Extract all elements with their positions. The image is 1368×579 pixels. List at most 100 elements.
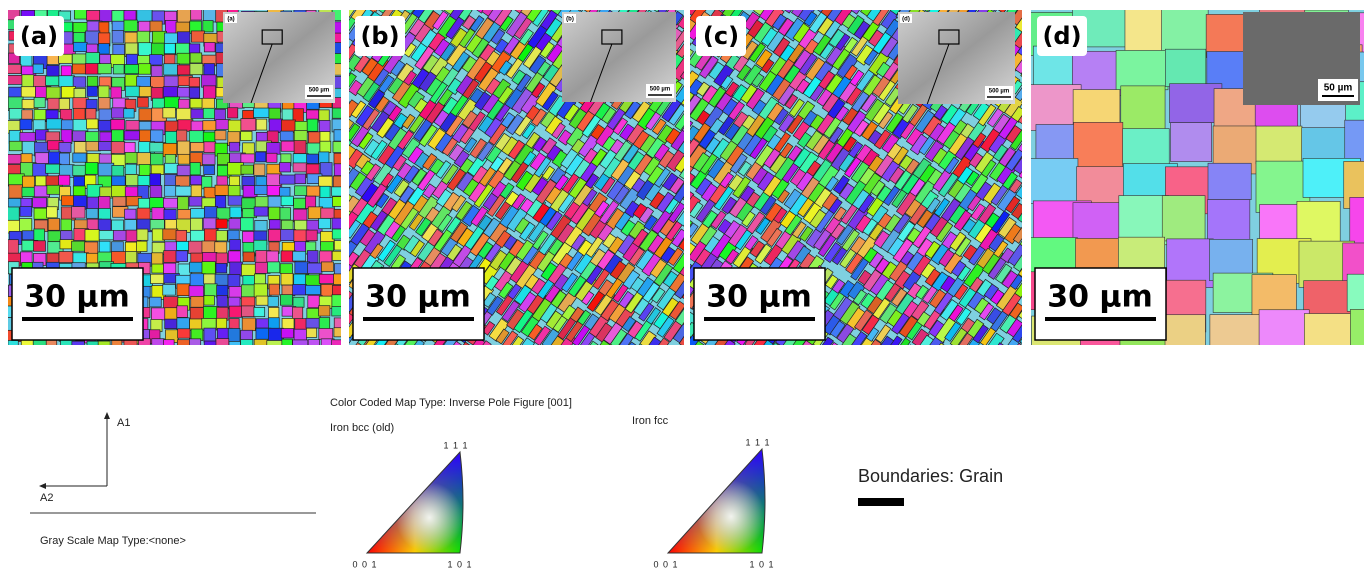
grain — [561, 0, 575, 1]
grain — [60, 339, 75, 352]
scale-label: 30 µm — [24, 280, 130, 315]
grain — [645, 354, 665, 379]
grain — [72, 64, 85, 74]
grain — [319, 306, 330, 316]
grain — [777, 348, 799, 374]
grain — [281, 329, 293, 338]
grain — [367, 360, 380, 374]
grain — [177, 241, 189, 250]
grain — [46, 87, 60, 99]
grain — [393, 441, 411, 463]
grain — [624, 371, 639, 387]
grain — [280, 131, 293, 141]
grain — [841, 0, 862, 3]
grain — [482, 409, 504, 435]
grain — [871, 0, 890, 1]
grain — [706, 0, 723, 4]
grain — [537, 542, 557, 565]
grain — [619, 342, 636, 361]
grain — [637, 380, 652, 396]
grain — [293, 297, 304, 307]
grain — [150, 186, 162, 198]
grain — [241, 131, 252, 140]
grain — [747, 380, 765, 401]
grain — [112, 339, 122, 353]
grain — [228, 196, 243, 205]
grain — [334, 241, 349, 250]
grain — [191, 209, 205, 219]
grain — [745, 0, 766, 3]
grain — [766, 465, 783, 485]
grain — [229, 306, 242, 317]
grain — [229, 341, 240, 351]
grain — [731, 445, 749, 467]
grain — [204, 142, 216, 153]
grain — [604, 452, 619, 469]
grain — [582, 379, 600, 402]
grain — [613, 0, 632, 9]
grain — [697, 395, 716, 418]
grain — [73, 165, 87, 175]
grain — [616, 435, 632, 452]
grain — [285, 369, 305, 394]
grain — [669, 370, 686, 390]
grain — [137, 229, 148, 240]
grain — [281, 120, 295, 132]
grain — [566, 519, 583, 538]
grain — [423, 370, 444, 395]
grain — [535, 524, 549, 540]
grain — [703, 345, 724, 370]
grain — [694, 0, 713, 1]
grain — [799, 343, 821, 369]
grain — [165, 163, 179, 173]
grain — [585, 369, 598, 384]
grain — [667, 346, 683, 365]
grain — [269, 119, 282, 133]
grain — [177, 108, 192, 120]
grain — [528, 543, 546, 564]
grain — [709, 0, 725, 8]
grain — [739, 0, 759, 8]
grain — [712, 374, 734, 400]
grain — [152, 339, 165, 351]
grain — [98, 163, 114, 176]
grain — [473, 427, 489, 446]
grain — [664, 342, 684, 366]
grain — [469, 382, 483, 397]
grain — [177, 53, 190, 64]
grain — [217, 295, 227, 306]
grain — [790, 483, 809, 507]
grain — [228, 251, 240, 263]
grain — [598, 467, 619, 492]
grain — [339, 0, 358, 11]
grain — [605, 542, 625, 566]
grain — [645, 0, 663, 7]
grain — [469, 507, 483, 523]
grain — [48, 219, 59, 231]
grain — [673, 346, 695, 371]
grain — [515, 538, 532, 556]
grain — [626, 371, 644, 392]
grain — [741, 408, 754, 423]
grain — [99, 196, 110, 208]
grain — [621, 485, 635, 500]
grain — [609, 400, 627, 421]
grain — [599, 361, 614, 377]
grain — [1052, 0, 1066, 7]
grain — [386, 435, 407, 461]
grain — [799, 485, 818, 508]
grain — [400, 0, 416, 8]
grain — [669, 464, 688, 487]
gray-scale-label: Gray Scale Map Type:<none> — [40, 535, 186, 547]
grain — [111, 142, 125, 154]
grain — [795, 465, 812, 486]
grain — [810, 436, 823, 450]
grain — [570, 0, 587, 3]
grain — [532, 0, 553, 1]
grain — [429, 0, 445, 8]
grain — [343, 358, 364, 383]
grain — [976, 0, 995, 5]
grain — [703, 406, 717, 421]
grain — [280, 208, 291, 220]
grain — [190, 163, 200, 175]
